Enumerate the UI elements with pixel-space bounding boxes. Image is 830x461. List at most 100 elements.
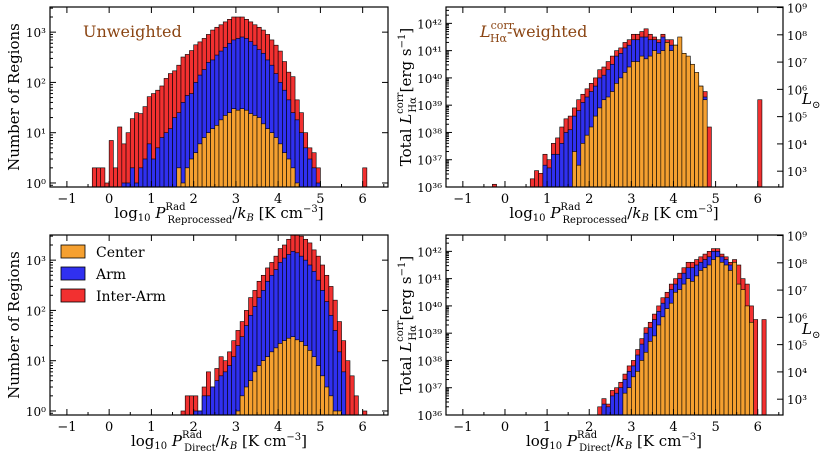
bar-total xyxy=(121,143,127,188)
bar-center xyxy=(290,336,296,416)
bar-arm xyxy=(206,395,211,416)
bar-center xyxy=(593,115,598,188)
bars-layer xyxy=(492,28,763,188)
bar-arm xyxy=(294,119,300,188)
y2-tick-label: 10⁸ xyxy=(787,29,807,43)
legend: Center Arm Inter-Arm xyxy=(60,244,166,305)
bar-center xyxy=(328,395,334,416)
x-tick-label: 6 xyxy=(359,420,367,435)
y-tick-label: 10³⁹ xyxy=(417,99,442,113)
bar-center xyxy=(605,96,611,188)
bar-arm xyxy=(193,410,199,416)
bar-center xyxy=(744,305,750,416)
bar-arm xyxy=(303,147,309,188)
y-tick-label: 10³⁷ xyxy=(417,382,442,396)
bar-center xyxy=(303,345,309,416)
panel-unweighted-direct: −1 0 1 2 3 4 5 6 10⁰ 10¹ 10² 10³ Center Arm Inter-A… xyxy=(5,234,389,454)
bar-center xyxy=(681,283,687,416)
y-axis-label: Total Lcorr Hα [erg s−1] xyxy=(395,256,419,394)
bar-arm xyxy=(231,356,237,416)
bar-center xyxy=(248,113,254,188)
bar-center xyxy=(210,128,216,188)
bar-center xyxy=(622,392,628,416)
bar-center xyxy=(618,77,624,188)
bar-total xyxy=(117,126,123,188)
bar-arm xyxy=(155,147,161,188)
bar-total xyxy=(534,170,539,188)
x-tick-label: 2 xyxy=(585,420,593,435)
bar-center xyxy=(647,55,653,188)
bar-center xyxy=(572,151,577,188)
bar-arm xyxy=(542,164,548,188)
x-axis-label: log10 PRad Direct/kB [K cm−3] xyxy=(131,430,307,454)
bar-center xyxy=(643,351,649,416)
bar-center xyxy=(635,371,641,416)
y-tick-label: 10⁴² xyxy=(417,245,442,259)
x-tick-label: 2 xyxy=(190,420,198,435)
panel-title: Lcorr Hα-weighted xyxy=(479,19,587,45)
bar-arm xyxy=(618,387,624,416)
bar-center xyxy=(698,270,704,416)
bar-center xyxy=(320,375,325,416)
bar-total xyxy=(353,395,359,416)
bar-center xyxy=(256,365,262,416)
ticks-layer: −1 0 1 2 3 4 5 6 10⁰ 10¹ 10² 10³ xyxy=(26,7,388,207)
bar-center xyxy=(286,337,292,416)
y-tick-label: 10¹ xyxy=(26,127,46,141)
bar-arm xyxy=(307,158,313,188)
bar-center xyxy=(673,291,678,416)
x-axis-label: log10 PRad Reprocessed/kB [K cm−3] xyxy=(114,202,323,226)
bar-center xyxy=(609,91,615,188)
bar-center xyxy=(277,143,283,188)
bar-arm xyxy=(546,167,552,188)
bar-total xyxy=(761,319,767,416)
bar-center xyxy=(668,302,674,416)
bar-center xyxy=(315,365,321,416)
y-tick-label: 10³ xyxy=(26,26,46,40)
x-tick-label: 3 xyxy=(232,192,240,207)
bar-total xyxy=(345,360,351,416)
x-tick-label: 5 xyxy=(711,192,719,207)
x-tick-label: 3 xyxy=(232,420,240,435)
y-axis-label: Number of Regions xyxy=(5,23,23,171)
bar-arm xyxy=(551,153,556,188)
bar-center xyxy=(286,158,292,188)
legend-swatch-arm xyxy=(60,266,86,281)
bar-center xyxy=(248,380,254,416)
y-axis-label: Total Lcorr Hα [erg s−1] xyxy=(395,28,419,166)
bar-center xyxy=(706,264,712,416)
bar-arm xyxy=(172,117,178,188)
panel-unweighted-reprocessed: −1 0 1 2 3 4 5 6 10⁰ 10¹ 10² 10³ Unweighted Number … xyxy=(5,6,389,226)
bar-center xyxy=(294,339,300,416)
bar-arm xyxy=(214,380,220,416)
y-tick-label: 10³⁸ xyxy=(417,126,442,140)
bar-center xyxy=(227,112,232,188)
bar-total xyxy=(538,173,544,188)
bar-center xyxy=(197,143,203,188)
panel-weighted-reprocessed: −1 0 1 2 3 4 5 6 10³⁶ 10³⁷ 10³⁸ 10³⁹ 10⁴⁰ 10⁴¹ 10⁴² 10³… xyxy=(395,2,820,226)
bar-center xyxy=(601,99,607,188)
bar-center xyxy=(273,347,279,416)
x-tick-label: 2 xyxy=(585,192,593,207)
y-tick-label: 10⁴⁰ xyxy=(417,300,442,314)
bar-center xyxy=(184,167,190,188)
bar-arm xyxy=(142,158,148,188)
bar-arm xyxy=(332,330,338,416)
bar-arm xyxy=(614,392,620,416)
x-axis-label: log10 PRad Reprocessed/kB [K cm−3] xyxy=(509,202,718,226)
bar-arm xyxy=(121,182,127,188)
bar-center xyxy=(656,324,662,416)
bar-center xyxy=(298,341,304,416)
bar-center xyxy=(252,371,258,416)
y2-tick-label: 10⁶ xyxy=(787,83,807,97)
bar-total xyxy=(362,167,368,188)
x-tick-label: 1 xyxy=(543,192,551,207)
bar-center xyxy=(252,115,258,188)
bar-total xyxy=(529,178,535,188)
x-tick-label: 4 xyxy=(274,420,282,435)
y-tick-label: 10⁴² xyxy=(417,17,442,31)
bar-arm xyxy=(609,395,615,416)
bar-total xyxy=(362,410,368,416)
bar-arm xyxy=(151,158,156,188)
